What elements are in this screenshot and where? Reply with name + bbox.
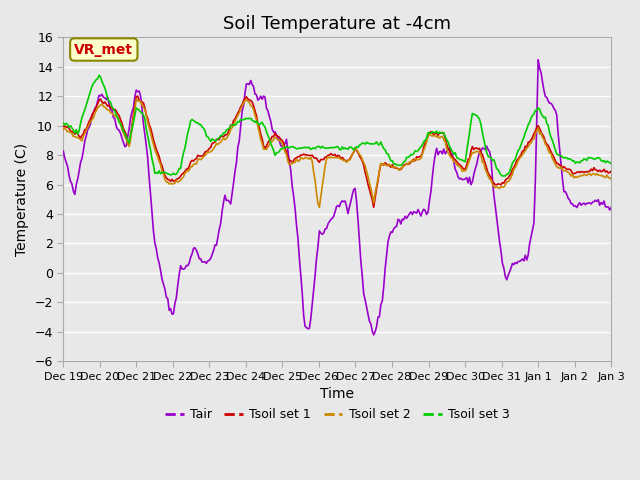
Tsoil set 1 [78,132,86,138]
Tsoil set 1 [134,93,141,99]
Tsoil set 2 [534,125,542,131]
Tair [60,148,67,154]
Line: Tsoil set 1: Tsoil set 1 [63,96,611,207]
Tsoil set 1 [606,169,614,175]
Tsoil set 3 [499,173,506,179]
Tsoil set 1 [342,158,350,164]
Tsoil set 1 [534,123,542,129]
Tsoil set 3 [607,161,615,167]
Tsoil set 2 [132,96,140,102]
Legend: Tair, Tsoil set 1, Tsoil set 2, Tsoil set 3: Tair, Tsoil set 1, Tsoil set 2, Tsoil se… [160,403,515,426]
Tsoil set 2 [344,158,352,164]
Tair [534,57,542,62]
Tair [533,117,541,123]
Tsoil set 1 [60,123,67,129]
Tair [78,156,86,161]
Tsoil set 3 [342,146,350,152]
Y-axis label: Temperature (C): Temperature (C) [15,143,29,256]
Line: Tair: Tair [63,60,611,335]
X-axis label: Time: Time [320,387,354,401]
Line: Tsoil set 3: Tsoil set 3 [63,75,611,176]
Tsoil set 3 [78,115,86,120]
Tsoil set 1 [370,204,378,210]
Tsoil set 2 [78,138,86,144]
Tsoil set 2 [316,204,323,210]
Tsoil set 2 [60,126,67,132]
Tsoil set 1 [453,158,461,164]
Tsoil set 1 [607,168,615,174]
Tsoil set 2 [95,103,103,109]
Tair [607,204,615,210]
Tair [341,198,349,204]
Tair [451,167,459,172]
Title: Soil Temperature at -4cm: Soil Temperature at -4cm [223,15,451,33]
Tsoil set 3 [95,72,103,78]
Tsoil set 2 [606,175,614,180]
Tsoil set 3 [606,160,614,166]
Text: VR_met: VR_met [74,43,133,57]
Tsoil set 3 [534,105,542,111]
Tsoil set 2 [607,176,615,182]
Tair [370,332,378,338]
Tair [95,93,103,98]
Tsoil set 2 [453,161,461,167]
Tsoil set 1 [95,97,103,103]
Tsoil set 3 [60,120,67,126]
Tsoil set 3 [97,74,104,80]
Tsoil set 3 [451,150,459,156]
Tair [606,207,614,213]
Line: Tsoil set 2: Tsoil set 2 [63,99,611,207]
